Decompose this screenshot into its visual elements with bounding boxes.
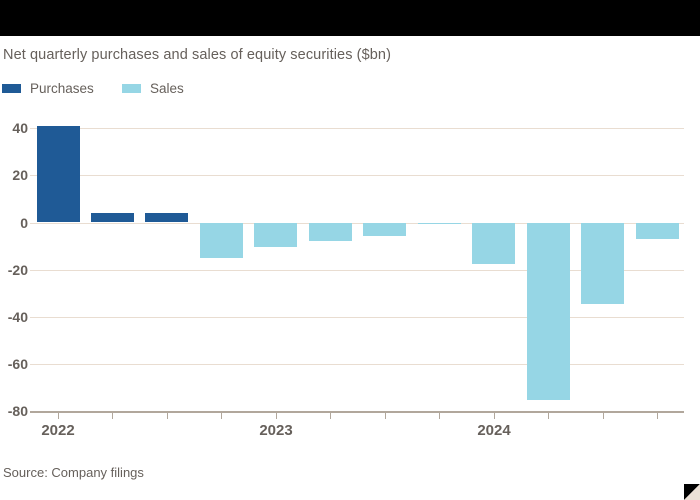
chart-title: Net quarterly purchases and sales of equ… <box>3 47 392 63</box>
bar-2024-q3 <box>581 222 624 304</box>
x-axis-tick <box>494 412 495 419</box>
gridline-20 <box>30 175 684 176</box>
corner-fold-icon <box>684 484 700 500</box>
year-label-2022: 2022 <box>41 422 75 439</box>
purchases-swatch-icon <box>2 83 21 93</box>
x-axis-tick <box>276 412 277 419</box>
legend-item-purchases: Purchases <box>2 80 94 96</box>
y-axis-label: 0 <box>20 215 28 231</box>
y-axis-label: -40 <box>7 309 28 325</box>
y-axis-label: 40 <box>12 120 28 136</box>
top-black-bar <box>0 0 700 36</box>
bar-2024-q4 <box>635 222 679 239</box>
x-axis-tick <box>439 412 440 419</box>
x-axis-tick <box>385 412 386 419</box>
bar-2022-q2 <box>91 213 134 223</box>
corner-fold-light-triangle <box>684 484 700 500</box>
bar-2023-q2 <box>308 222 352 242</box>
gridline--40 <box>30 317 684 318</box>
legend-item-sales: Sales <box>122 80 184 96</box>
bar-2022-q3 <box>145 213 189 223</box>
year-label-2024: 2024 <box>477 422 511 439</box>
x-axis-tick <box>330 412 331 419</box>
sales-swatch-icon <box>122 83 141 93</box>
y-axis-label: -80 <box>7 403 28 419</box>
y-axis-label: -60 <box>7 356 28 372</box>
y-axis-label: 20 <box>12 167 28 183</box>
bar-2024-q2 <box>526 222 570 401</box>
x-axis-tick <box>58 412 59 419</box>
bar-2022-q4 <box>199 222 243 258</box>
x-axis-tick <box>112 412 113 419</box>
bar-2023-q3 <box>363 222 407 236</box>
gridline--60 <box>30 364 684 365</box>
x-axis-tick <box>603 412 604 419</box>
x-axis-tick <box>167 412 168 419</box>
x-axis-tick <box>548 412 549 419</box>
gridline--20 <box>30 270 684 271</box>
x-axis-line <box>30 410 684 413</box>
y-axis-label: -20 <box>7 262 28 278</box>
gridline-40 <box>30 128 684 129</box>
source-note: Source: Company filings <box>3 465 144 480</box>
legend-label-purchases: Purchases <box>30 80 94 96</box>
bar-2023-q4 <box>417 222 461 224</box>
bar-2023-q1 <box>254 222 298 248</box>
bar-2024-q1 <box>472 222 516 264</box>
gridline-0 <box>30 223 684 224</box>
legend-label-sales: Sales <box>150 80 184 96</box>
x-axis-tick <box>221 412 222 419</box>
x-axis-tick <box>657 412 658 419</box>
bar-2022-q1 <box>36 125 80 223</box>
year-label-2023: 2023 <box>259 422 293 439</box>
